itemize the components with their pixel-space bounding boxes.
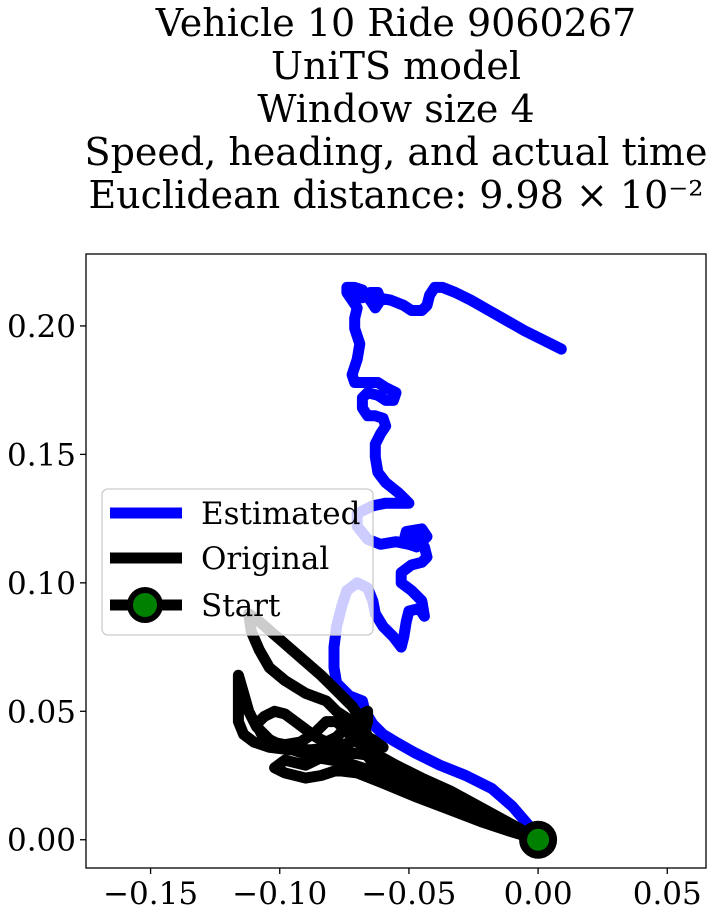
y-tick-label: 0.05 <box>7 694 76 730</box>
legend-box <box>101 488 374 636</box>
chart-title: Vehicle 10 Ride 9060267 UniTS model Wind… <box>85 1 708 217</box>
x-axis: −0.15 −0.10 −0.05 0.00 0.05 <box>103 868 702 912</box>
title-line-1: Vehicle 10 Ride 9060267 <box>155 1 636 45</box>
x-tick-label: 0.00 <box>504 876 573 912</box>
title-line-3: Window size 4 <box>257 87 534 131</box>
x-tick-label: −0.15 <box>103 876 198 912</box>
title-line-2: UniTS model <box>271 44 521 88</box>
title-line-5: Euclidean distance: 9.98 × 10⁻² <box>88 173 703 217</box>
legend-marker-start <box>127 587 163 623</box>
series-line-original <box>232 608 544 846</box>
y-tick-label: 0.20 <box>7 309 76 345</box>
y-axis: 0.00 0.05 0.10 0.15 0.20 <box>7 309 86 859</box>
title-line-4: Speed, heading, and actual time <box>85 130 708 174</box>
legend-label-estimated: Estimated <box>201 496 360 532</box>
axes-frame <box>85 253 707 869</box>
legend: Estimated Original Start <box>101 488 374 636</box>
start-marker-layer <box>519 820 558 859</box>
y-tick-label: 0.10 <box>7 566 76 602</box>
legend-label-original: Original <box>201 541 329 577</box>
y-tick-label: 0.00 <box>7 823 76 859</box>
x-tick-label: −0.10 <box>232 876 327 912</box>
y-tick-label: 0.15 <box>7 437 76 473</box>
x-tick-label: −0.05 <box>361 876 456 912</box>
x-tick-label: 0.05 <box>633 876 702 912</box>
legend-label-start: Start <box>201 588 281 624</box>
start-marker <box>519 820 558 859</box>
